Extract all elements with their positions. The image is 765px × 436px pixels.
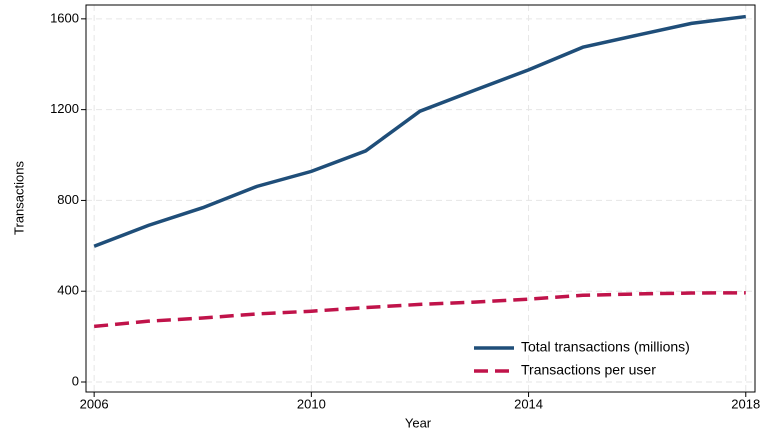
y-tick-label: 1200 <box>50 101 79 116</box>
y-axis-label: Transactions <box>11 161 26 235</box>
x-tick-label: 2010 <box>297 396 326 411</box>
y-tick-label: 1600 <box>50 10 79 25</box>
data-line <box>93 291 746 329</box>
y-tick-label: 400 <box>57 283 79 298</box>
x-tick-label: 2018 <box>731 396 760 411</box>
plot-frame <box>85 4 756 393</box>
data-line <box>93 14 746 248</box>
x-axis-label: Year <box>405 415 432 430</box>
y-tick-label: 800 <box>57 192 79 207</box>
y-tick-label: 0 <box>72 373 79 388</box>
legend-label: Transactions per user <box>521 362 656 378</box>
x-tick-label: 2014 <box>514 396 543 411</box>
legend-label: Total transactions (millions) <box>521 339 690 355</box>
x-tick-label: 2006 <box>80 396 109 411</box>
